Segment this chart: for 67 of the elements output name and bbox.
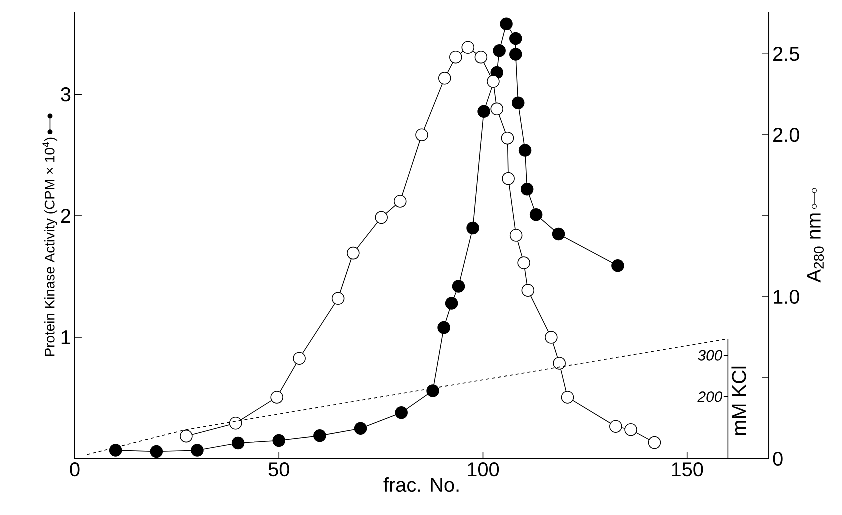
point	[610, 420, 622, 433]
point	[501, 132, 514, 145]
x-tick-label: 50	[268, 462, 290, 477]
point	[375, 211, 388, 224]
point	[416, 128, 428, 142]
point	[445, 297, 458, 310]
point	[270, 391, 284, 404]
y2-tick-label: 1.0	[774, 290, 800, 304]
point	[426, 384, 440, 398]
point	[438, 72, 452, 85]
y2-tick-label: 2.5	[774, 47, 800, 62]
point	[510, 229, 523, 242]
point	[487, 75, 500, 88]
y3-tick-label: 300	[698, 350, 723, 361]
point	[229, 416, 242, 430]
x-tick-label: 150	[672, 462, 704, 477]
y3-axis-title: mM KCl	[732, 366, 746, 436]
point	[150, 445, 164, 458]
point	[272, 434, 286, 448]
point	[510, 32, 522, 46]
point	[612, 259, 624, 272]
x-axis-title: frac. No.	[384, 477, 459, 492]
point	[109, 444, 122, 457]
y-tick-label: 2	[61, 209, 70, 224]
point	[438, 321, 450, 334]
point	[466, 222, 480, 235]
point	[522, 284, 535, 297]
point	[648, 436, 662, 450]
point	[474, 50, 488, 64]
point	[293, 352, 306, 365]
x-tick-label: 0	[70, 462, 80, 477]
point	[530, 208, 543, 222]
y2-tick-label: 0	[773, 452, 783, 466]
point	[490, 102, 504, 116]
point	[624, 423, 638, 436]
point	[314, 430, 326, 442]
x-tick-label: 100	[468, 462, 500, 477]
point	[478, 105, 490, 118]
point	[552, 228, 566, 241]
point	[518, 256, 530, 270]
point	[232, 436, 245, 450]
point	[561, 391, 574, 404]
y-tick-label: 3	[61, 88, 71, 102]
point	[354, 422, 368, 436]
point	[332, 292, 345, 306]
point	[512, 96, 525, 110]
point	[452, 280, 466, 293]
point	[500, 18, 513, 31]
y2-axis-title: A$_{280}$ nm	[807, 214, 824, 283]
y-tick-label: 1	[62, 330, 71, 344]
point	[395, 406, 408, 420]
point	[553, 357, 566, 370]
point	[520, 182, 534, 196]
point	[180, 430, 193, 443]
point	[394, 195, 407, 208]
point	[545, 331, 558, 344]
point	[493, 44, 506, 58]
y-axis-title: Protein Kinase Activity (CPM × 10$^{4}$)	[42, 138, 58, 356]
y2-tick-label: 2.0	[774, 128, 800, 142]
point	[462, 41, 475, 54]
point	[502, 172, 515, 186]
point	[347, 246, 360, 260]
point	[510, 48, 522, 61]
point	[191, 444, 204, 457]
point	[518, 144, 532, 157]
y3-tick-label: 200	[698, 392, 723, 402]
point	[450, 50, 462, 64]
